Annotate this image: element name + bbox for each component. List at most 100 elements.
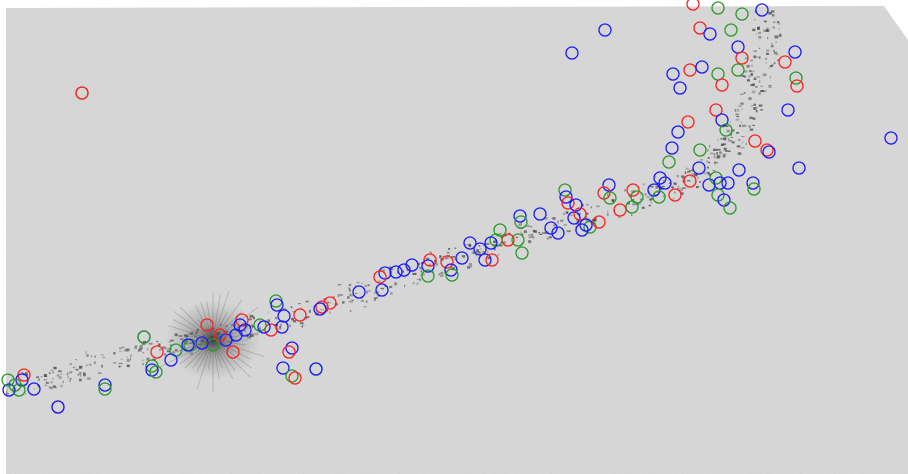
- streak-speck: [34, 388, 35, 390]
- red-detection-marker: [592, 215, 606, 229]
- streak-speck: [716, 155, 721, 159]
- streak-speck: [158, 349, 162, 351]
- blue-detection-marker: [397, 263, 411, 277]
- streak-speck: [749, 117, 753, 119]
- streak-speck: [366, 290, 371, 292]
- streak-speck: [6, 388, 8, 390]
- streak-speck: [470, 244, 472, 246]
- streak-speck: [631, 190, 636, 193]
- blue-detection-marker: [27, 382, 41, 396]
- streak-speck: [741, 75, 745, 77]
- streak-speck: [480, 248, 482, 250]
- streak-speck: [707, 157, 710, 159]
- streak-speck: [746, 64, 750, 68]
- streak-speck: [752, 117, 756, 120]
- streak-ray: [212, 307, 259, 341]
- red-detection-marker: [315, 300, 329, 314]
- green-detection-marker: [12, 383, 26, 397]
- streak-speck: [438, 273, 441, 276]
- streak-speck: [58, 376, 62, 379]
- streak-speck: [373, 298, 376, 301]
- streak-speck: [119, 350, 122, 353]
- green-detection-marker: [719, 123, 733, 137]
- streak-speck: [751, 105, 753, 107]
- blue-detection-marker: [575, 223, 589, 237]
- blue-detection-marker: [647, 183, 661, 197]
- streak-speck: [728, 140, 732, 142]
- streak-speck: [650, 185, 654, 188]
- streak-speck: [752, 83, 755, 86]
- streak-speck: [102, 356, 106, 359]
- streak-speck: [337, 294, 340, 298]
- streak-speck: [6, 390, 8, 394]
- streak-speck: [631, 213, 633, 216]
- green-detection-marker: [1, 373, 15, 387]
- streak-speck: [404, 284, 406, 288]
- blue-detection-marker: [164, 353, 178, 367]
- blue-detection-marker: [884, 131, 898, 145]
- streak-speck: [60, 384, 63, 388]
- streak-speck: [779, 33, 782, 37]
- streak-speck: [289, 324, 291, 328]
- streak-speck: [735, 118, 740, 121]
- streak-speck: [750, 73, 753, 77]
- streak-speck: [695, 186, 699, 189]
- streak-speck: [719, 151, 722, 155]
- streak-speck: [560, 219, 564, 222]
- streak-speck: [291, 317, 294, 321]
- streak-speck: [632, 203, 636, 206]
- red-detection-marker: [709, 103, 723, 117]
- streak-speck: [777, 59, 779, 61]
- streak-speck: [504, 234, 507, 237]
- streak-speck: [766, 28, 770, 32]
- streak-speck: [142, 341, 147, 343]
- green-detection-marker: [149, 365, 163, 379]
- streak-speck: [629, 196, 632, 198]
- blue-detection-marker: [513, 209, 527, 223]
- blue-detection-marker: [559, 190, 573, 204]
- streak-speck: [443, 271, 446, 275]
- streak-speck: [739, 93, 744, 95]
- streak-speck: [672, 198, 675, 200]
- streak-speck: [146, 347, 149, 351]
- streak-speck: [349, 300, 353, 303]
- streak-speck: [750, 59, 753, 62]
- streak-speck: [673, 182, 677, 185]
- streak-speck: [374, 297, 378, 299]
- streak-speck: [760, 85, 764, 87]
- streak-speck: [764, 58, 768, 60]
- green-detection-marker: [558, 183, 572, 197]
- blue-detection-marker: [671, 125, 685, 139]
- streak-speck: [748, 75, 751, 78]
- green-detection-marker: [693, 143, 707, 157]
- streak-speck: [60, 373, 63, 375]
- streak-speck: [360, 299, 364, 302]
- streak-speck: [126, 359, 130, 362]
- streak-speck: [164, 353, 166, 356]
- blue-detection-marker: [478, 253, 492, 267]
- streak-speck: [390, 292, 393, 295]
- streak-speck: [361, 282, 364, 284]
- streak-speck: [685, 167, 689, 170]
- streak-speck: [75, 359, 77, 361]
- streak-speck: [137, 348, 142, 352]
- streak-speck: [469, 264, 473, 268]
- streak-speck: [148, 342, 153, 345]
- streak-speck: [722, 154, 726, 158]
- red-detection-marker: [423, 253, 437, 267]
- streak-speck: [48, 386, 52, 389]
- streak-speck: [53, 385, 56, 388]
- streak-speck: [119, 365, 122, 368]
- blue-detection-marker: [98, 378, 112, 392]
- streak-speck: [402, 270, 404, 273]
- streak-speck: [162, 346, 166, 349]
- red-detection-marker: [282, 345, 296, 359]
- streak-speck: [473, 252, 476, 255]
- streak-speck: [691, 169, 693, 172]
- streak-speck: [743, 75, 747, 78]
- blue-detection-marker: [181, 338, 195, 352]
- streak-speck: [763, 20, 767, 23]
- streak-speck: [293, 319, 297, 323]
- streak-speck: [142, 352, 145, 354]
